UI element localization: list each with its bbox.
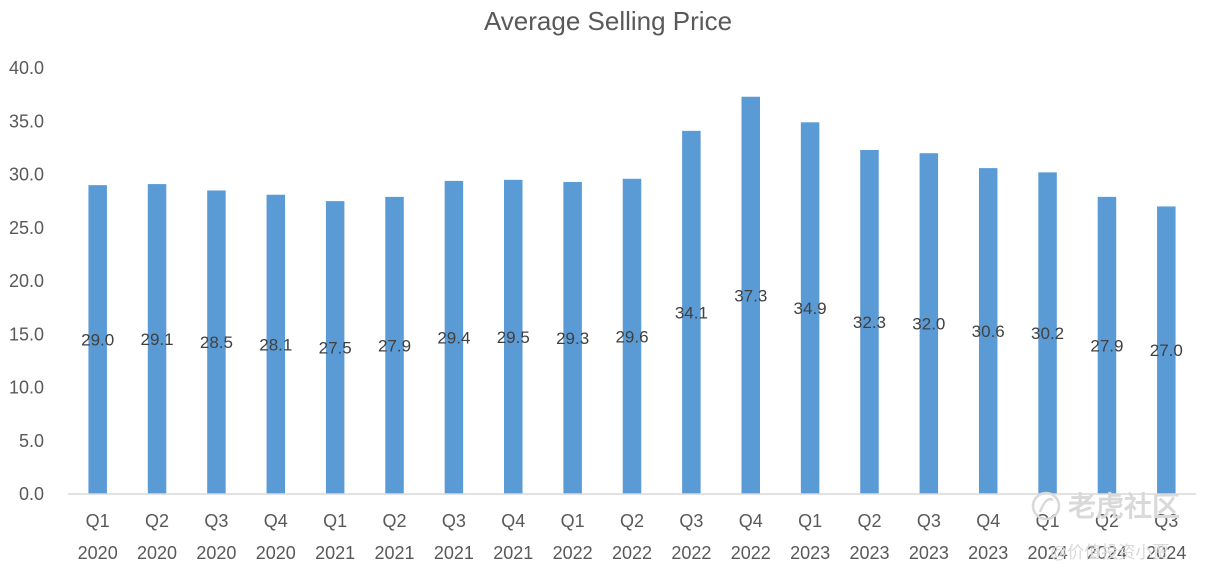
x-tick-label-year: 2023: [790, 543, 830, 563]
y-tick-label: 35.0: [9, 111, 44, 131]
x-tick-label-year: 2023: [849, 543, 889, 563]
x-tick-label-year: 2022: [671, 543, 711, 563]
bar: [860, 150, 879, 494]
y-tick-label: 40.0: [9, 58, 44, 78]
x-tick-label-quarter: Q3: [442, 511, 466, 531]
bar: [800, 122, 820, 494]
watermark-logo-text: 老虎社区: [1068, 491, 1180, 522]
bar: [385, 196, 404, 495]
y-tick-label: 25.0: [9, 218, 44, 238]
x-tick-label-year: 2022: [731, 543, 771, 563]
x-tick-label-year: 2024: [1028, 543, 1068, 563]
x-tick-label-quarter: Q4: [976, 511, 1000, 531]
bar-series: [88, 96, 1176, 495]
bar-data-label: 37.3: [734, 286, 767, 305]
x-tick-label-quarter: Q2: [383, 511, 407, 531]
bar-data-label: 29.4: [437, 328, 470, 347]
y-tick-label: 30.0: [9, 165, 44, 185]
x-tick-label-quarter: Q2: [1095, 511, 1119, 531]
bar-data-label: 27.9: [378, 336, 411, 355]
x-axis: Q1 2020 Q2 2020 Q3 2020 Q4 2020 Q1 2021 Q2 2021 Q3 20…: [78, 511, 1187, 563]
x-tick-label-quarter: Q2: [145, 511, 169, 531]
y-tick-label: 0.0: [19, 484, 44, 504]
chart-title: Average Selling Price: [484, 6, 732, 36]
bar: [978, 168, 998, 495]
x-tick-label-quarter: Q4: [739, 511, 763, 531]
bar-data-label: 27.5: [319, 339, 352, 358]
x-tick-label-quarter: Q1: [561, 511, 585, 531]
x-tick-label-quarter: Q2: [620, 511, 644, 531]
bar: [325, 201, 345, 494]
x-tick-label-quarter: Q3: [917, 511, 941, 531]
x-tick-label-year: 2022: [553, 543, 593, 563]
bar: [504, 179, 523, 494]
bar: [266, 194, 286, 495]
bar-data-label: 29.1: [141, 330, 174, 349]
x-tick-label-quarter: Q1: [798, 511, 822, 531]
watermark-sub-text: @价值投资小贾: [1050, 543, 1169, 562]
bar-data-label: 29.0: [81, 331, 114, 350]
bar: [444, 180, 464, 494]
x-tick-label-year: 2024: [1087, 543, 1127, 563]
bar-data-label: 34.9: [794, 299, 827, 318]
x-tick-label-year: 2020: [137, 543, 177, 563]
bar: [1157, 206, 1176, 494]
x-tick-label-quarter: Q2: [857, 511, 881, 531]
bar: [1038, 172, 1057, 494]
y-tick-label: 15.0: [9, 324, 44, 344]
bar-data-label: 32.0: [912, 315, 945, 334]
x-tick-label-quarter: Q1: [86, 511, 110, 531]
x-tick-label-quarter: Q4: [264, 511, 288, 531]
x-tick-label-year: 2021: [434, 543, 474, 563]
bar-data-label: 34.1: [675, 303, 708, 322]
bar: [919, 153, 939, 494]
x-tick-label-year: 2022: [612, 543, 652, 563]
bar: [147, 184, 167, 494]
bar-data-label: 27.0: [1150, 341, 1183, 360]
y-tick-label: 10.0: [9, 378, 44, 398]
watermark-logo-icon-mark: [1038, 498, 1054, 513]
x-tick-label-quarter: Q3: [679, 511, 703, 531]
x-tick-label-year: 2021: [493, 543, 533, 563]
y-tick-label: 5.0: [19, 431, 44, 451]
bar-data-label: 30.2: [1031, 324, 1064, 343]
bar-data-label: 29.3: [556, 329, 589, 348]
x-tick-label-year: 2020: [78, 543, 118, 563]
bar-data-label: 30.6: [972, 322, 1005, 341]
bar-data-label: 28.1: [259, 335, 292, 354]
watermark-logo-icon: [1031, 491, 1061, 521]
bar-data-label: 29.5: [497, 328, 530, 347]
x-tick-label-year: 2021: [375, 543, 415, 563]
bar: [563, 181, 582, 494]
bar-data-label: 32.3: [853, 313, 886, 332]
bar: [741, 96, 760, 494]
x-tick-label-year: 2020: [256, 543, 296, 563]
x-tick-label-year: 2021: [315, 543, 355, 563]
y-tick-label: 20.0: [9, 271, 44, 291]
bar: [682, 130, 701, 494]
bar: [1097, 196, 1117, 495]
x-tick-label-year: 2024: [1146, 543, 1186, 563]
bar-data-label: 28.5: [200, 333, 233, 352]
bar: [622, 178, 642, 494]
x-tick-label-year: 2023: [909, 543, 949, 563]
x-tick-label-year: 2023: [968, 543, 1008, 563]
bar-data-label: 29.6: [615, 327, 648, 346]
x-tick-label-year: 2020: [196, 543, 236, 563]
y-axis: 0.0 5.0 10.0 15.0 20.0 25.0 30.0 35.0 40.0: [9, 58, 44, 504]
watermark: 老虎社区 @价值投资小贾: [1031, 491, 1180, 562]
bar: [207, 190, 226, 494]
x-tick-label-quarter: Q4: [501, 511, 525, 531]
x-tick-label-quarter: Q1: [323, 511, 347, 531]
data-labels: 29.0 29.1 28.5 28.1 27.5 27.9 29.4 29.5 29.3 29.6…: [81, 286, 1183, 360]
x-tick-label-quarter: Q3: [204, 511, 228, 531]
x-tick-label-quarter: Q3: [1154, 511, 1178, 531]
bar: [88, 185, 107, 494]
bar-data-label: 27.9: [1090, 336, 1123, 355]
